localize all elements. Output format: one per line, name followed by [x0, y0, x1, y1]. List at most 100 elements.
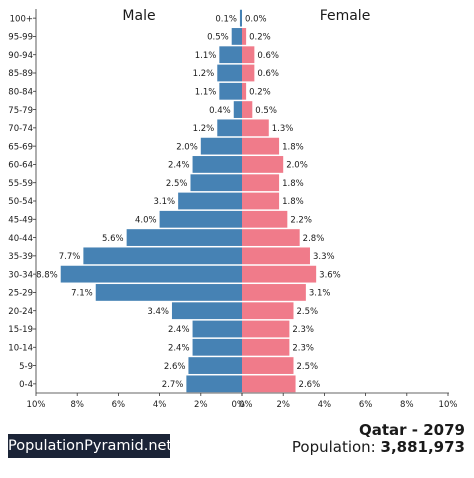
age-group-label: 80-84 — [8, 87, 33, 97]
age-group-label: 65-69 — [8, 142, 33, 152]
female-value-label: 2.0% — [286, 161, 308, 171]
male-value-label: 1.2% — [193, 124, 215, 134]
female-value-label: 2.6% — [299, 380, 321, 390]
female-value-label: 0.2% — [249, 87, 271, 97]
female-value-label: 2.5% — [297, 362, 319, 372]
bar-female — [242, 119, 269, 137]
female-value-label: 1.3% — [272, 124, 294, 134]
age-group-label: 30-34 — [8, 270, 33, 280]
female-value-label: 0.6% — [257, 69, 279, 79]
female-value-label: 2.2% — [290, 215, 312, 225]
age-group-label: 90-94 — [8, 51, 33, 61]
bar-male — [190, 174, 242, 192]
bar-male — [60, 265, 242, 283]
female-value-label: 1.8% — [282, 142, 304, 152]
male-value-label: 2.4% — [168, 161, 190, 171]
age-group-label: 60-64 — [8, 161, 33, 171]
legend-female-label: Female — [320, 8, 371, 24]
female-value-label: 2.8% — [303, 234, 325, 244]
bar-female — [242, 137, 280, 155]
male-value-label: 0.4% — [209, 106, 231, 116]
brand-text: PopulationPyramid.net — [8, 438, 173, 454]
age-group-label: 15-19 — [8, 325, 33, 335]
x-tick-label: 8% — [400, 400, 414, 410]
bar-male — [192, 338, 242, 356]
female-value-label: 1.8% — [282, 179, 304, 189]
female-value-label: 0.0% — [245, 14, 267, 24]
bar-female — [242, 46, 255, 64]
bar-male — [231, 28, 242, 45]
male-value-label: 2.4% — [168, 325, 190, 335]
axes-group — [33, 9, 449, 396]
bar-female — [242, 338, 290, 356]
bar-female — [242, 28, 247, 45]
x-tick-label: 2% — [276, 400, 290, 410]
bar-male — [83, 247, 242, 265]
female-value-label: 3.3% — [313, 252, 335, 262]
age-group-label: 25-29 — [8, 289, 33, 299]
male-value-label: 0.1% — [215, 14, 237, 24]
age-group-label: 75-79 — [8, 106, 33, 116]
bar-female — [242, 247, 310, 265]
bar-female — [242, 64, 255, 82]
female-value-label: 2.3% — [292, 325, 314, 335]
male-value-label: 3.1% — [154, 197, 176, 207]
male-value-label: 2.6% — [164, 362, 186, 372]
bar-male — [217, 64, 242, 82]
x-tick-label: 4% — [318, 400, 332, 410]
bar-male — [178, 192, 242, 210]
bar-female — [242, 375, 296, 393]
age-group-label: 100+ — [10, 14, 33, 24]
male-value-label: 4.0% — [135, 215, 157, 225]
bar-male — [192, 320, 242, 338]
bar-female — [242, 82, 247, 100]
bar-male — [200, 137, 242, 155]
bar-male — [219, 46, 242, 64]
male-value-label: 2.7% — [162, 380, 184, 390]
age-group-label: 0-4 — [19, 380, 33, 390]
age-group-label: 85-89 — [8, 69, 33, 79]
bar-female — [242, 210, 288, 228]
male-value-label: 1.2% — [193, 69, 215, 79]
male-value-label: 7.1% — [71, 289, 93, 299]
bar-male — [171, 302, 242, 320]
age-group-label: 5-9 — [19, 362, 33, 372]
bar-female — [242, 174, 280, 192]
bar-female — [242, 101, 253, 118]
bar-female — [242, 284, 306, 301]
x-tick-label: 4% — [153, 400, 167, 410]
female-value-label: 2.3% — [292, 343, 314, 353]
bar-female — [242, 265, 317, 283]
bar-male — [159, 210, 242, 228]
male-value-label: 2.4% — [168, 343, 190, 353]
labels-group: 0.1% 0.0% 100+ 0.5% 0.2% 95-99 1.1% 0.6% 90-94 1.… — [8, 8, 457, 410]
female-value-label: 2.5% — [297, 307, 319, 317]
female-value-label: 3.1% — [309, 289, 331, 299]
x-tick-label: 0% — [239, 400, 253, 410]
age-group-label: 35-39 — [8, 252, 33, 262]
legend-male-label: Male — [122, 8, 155, 24]
age-group-label: 10-14 — [8, 343, 33, 353]
bar-male — [192, 156, 242, 173]
bar-female — [242, 229, 300, 246]
bars-group — [60, 9, 317, 393]
male-value-label: 2.0% — [176, 142, 198, 152]
bar-male — [95, 284, 243, 301]
bar-female — [242, 192, 280, 210]
male-value-label: 5.6% — [102, 234, 124, 244]
x-tick-label: 2% — [194, 400, 208, 410]
age-group-label: 20-24 — [8, 307, 33, 317]
male-value-label: 2.5% — [166, 179, 188, 189]
male-value-label: 8.8% — [36, 270, 58, 280]
female-value-label: 0.2% — [249, 33, 271, 43]
male-value-label: 3.4% — [147, 307, 169, 317]
population-label: Population: — [291, 438, 376, 456]
population-value: 3,881,973 — [380, 438, 465, 456]
population-total: Population: 3,881,973 — [292, 438, 465, 456]
age-group-label: 45-49 — [8, 215, 33, 225]
x-tick-label: 8% — [70, 400, 84, 410]
site-brand-badge[interactable]: PopulationPyramid.net — [8, 434, 173, 458]
age-group-label: 40-44 — [8, 234, 33, 244]
male-value-label: 1.1% — [195, 87, 217, 97]
